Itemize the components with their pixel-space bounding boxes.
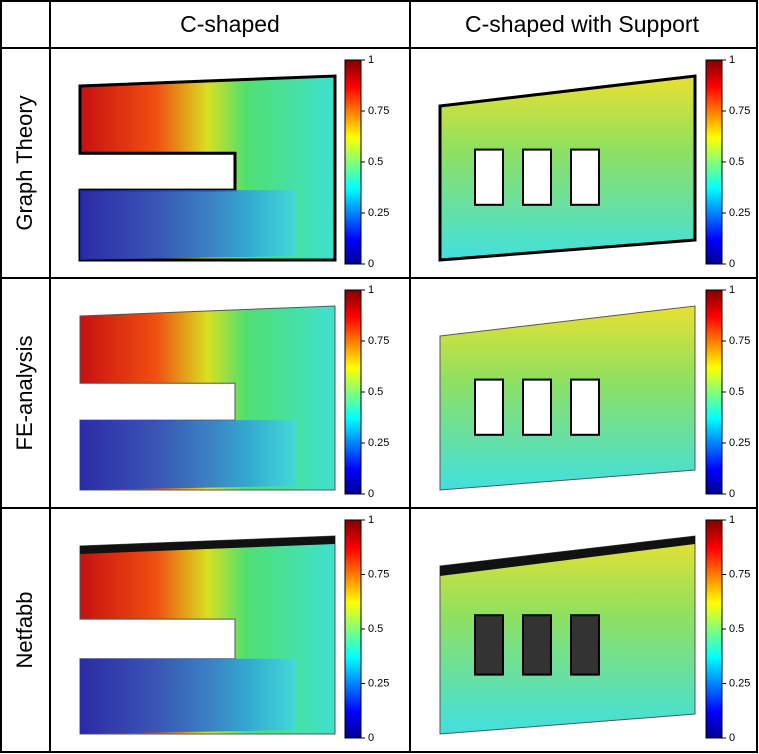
colorbar	[345, 290, 361, 494]
colorbar	[345, 60, 361, 264]
colorbar-tick-label: 1	[368, 284, 374, 296]
column-header: C-shaped with Support	[465, 11, 700, 37]
colorbar-tick-label: 0	[729, 488, 735, 500]
colorbar-tick-label: 0.25	[729, 437, 750, 449]
colorbar-tick-label: 1	[368, 514, 374, 526]
colorbar-tick-label: 1	[368, 54, 374, 66]
colorbar-tick-label: 0.75	[368, 335, 389, 347]
figure: C-shaped C-shaped with Support Graph The…	[0, 0, 759, 754]
shape	[80, 659, 295, 734]
colorbar-tick-label: 0.75	[729, 105, 750, 117]
shape	[80, 190, 295, 260]
column-header: C-shaped	[180, 11, 280, 37]
opening	[475, 380, 503, 435]
colorbar-tick-label: 0.5	[368, 623, 383, 635]
opening	[571, 150, 599, 205]
opening	[523, 150, 551, 205]
colorbar-tick-label: 1	[729, 54, 735, 66]
colorbar	[706, 520, 722, 738]
opening	[571, 615, 599, 674]
colorbar	[706, 60, 722, 264]
colorbar-tick-label: 0.5	[729, 156, 744, 168]
row-label: Graph Theory	[12, 95, 37, 230]
colorbar-tick-label: 0.75	[729, 335, 750, 347]
opening	[523, 380, 551, 435]
colorbar-tick-label: 1	[729, 284, 735, 296]
colorbar-tick-label: 0.25	[729, 207, 750, 219]
opening	[571, 380, 599, 435]
shape	[80, 420, 295, 490]
row-label: Netfabb	[12, 591, 37, 668]
colorbar-tick-label: 0.5	[729, 386, 744, 398]
opening	[475, 150, 503, 205]
colorbar-tick-label: 0.25	[368, 677, 389, 689]
colorbar-tick-label: 0.5	[729, 623, 744, 635]
colorbar-tick-label: 0.75	[729, 568, 750, 580]
colorbar-tick-label: 1	[729, 514, 735, 526]
colorbar-tick-label: 0	[368, 488, 374, 500]
row-label: FE-analysis	[12, 336, 37, 451]
opening	[523, 615, 551, 674]
colorbar-tick-label: 0	[368, 258, 374, 270]
colorbar-tick-label: 0	[368, 732, 374, 744]
colorbar-tick-label: 0.25	[368, 437, 389, 449]
opening	[475, 615, 503, 674]
colorbar-tick-label: 0.5	[368, 386, 383, 398]
colorbar-tick-label: 0	[729, 258, 735, 270]
colorbar	[345, 520, 361, 738]
colorbar	[706, 290, 722, 494]
colorbar-tick-label: 0.75	[368, 568, 389, 580]
colorbar-tick-label: 0.25	[729, 677, 750, 689]
colorbar-tick-label: 0.75	[368, 105, 389, 117]
colorbar-tick-label: 0.25	[368, 207, 389, 219]
colorbar-tick-label: 0.5	[368, 156, 383, 168]
colorbar-tick-label: 0	[729, 732, 735, 744]
